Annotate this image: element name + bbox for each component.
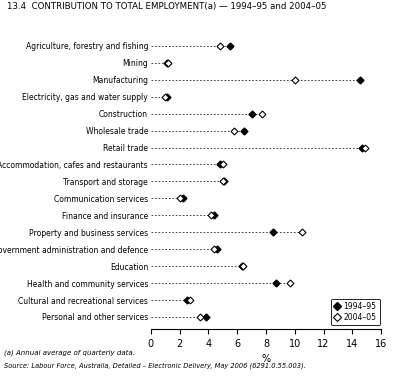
- X-axis label: %: %: [262, 354, 270, 364]
- Text: 13.4  CONTRIBUTION TO TOTAL EMPLOYMENT(a) — 1994–95 and 2004–05: 13.4 CONTRIBUTION TO TOTAL EMPLOYMENT(a)…: [7, 2, 326, 11]
- Text: Source: Labour Force, Australia, Detailed – Electronic Delivery, May 2006 (6291.: Source: Labour Force, Australia, Detaile…: [4, 362, 306, 369]
- Text: (a) Annual average of quarterly data.: (a) Annual average of quarterly data.: [4, 350, 135, 356]
- Legend: 1994–95, 2004–05: 1994–95, 2004–05: [331, 299, 380, 325]
